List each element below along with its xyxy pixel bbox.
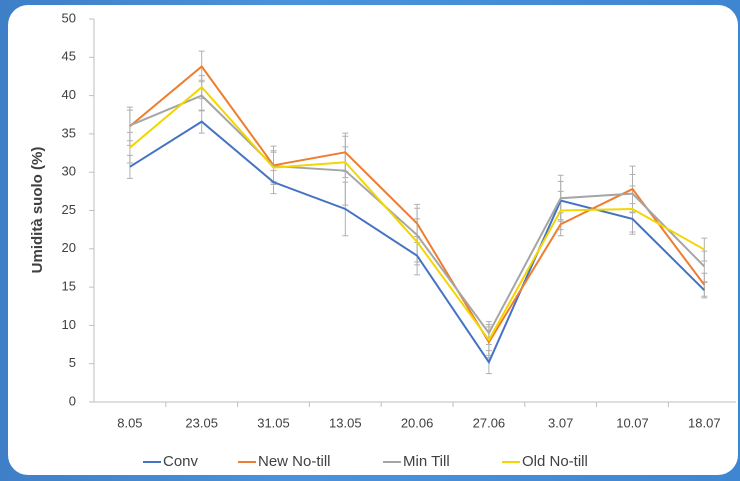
y-tick-label: 50 <box>62 10 76 25</box>
y-tick-label: 0 <box>69 393 76 408</box>
x-tick-label: 27.06 <box>473 415 506 430</box>
chart-panel <box>8 5 738 475</box>
x-tick-label: 8.05 <box>117 415 142 430</box>
x-tick-label: 3.07 <box>548 415 573 430</box>
y-axis-label: Umidità suolo (%) <box>29 147 46 274</box>
x-tick-label: 18.07 <box>688 415 721 430</box>
legend-label: Old No-till <box>522 453 588 470</box>
legend-label: Conv <box>163 453 199 470</box>
y-tick-label: 15 <box>62 279 76 294</box>
error-bar <box>701 237 708 262</box>
series-line <box>129 94 706 335</box>
y-tick-label: 30 <box>62 164 76 179</box>
x-tick-label: 13.05 <box>329 415 362 430</box>
legend-label: Min Till <box>403 453 450 470</box>
series-line <box>129 65 706 345</box>
y-tick-label: 20 <box>62 240 76 255</box>
x-tick-label: 10.07 <box>616 415 649 430</box>
y-tick-label: 45 <box>62 49 76 64</box>
y-tick-label: 5 <box>69 355 76 370</box>
series-line <box>129 120 706 365</box>
x-tick-label: 20.06 <box>401 415 434 430</box>
series-line <box>129 85 705 342</box>
y-tick-label: 35 <box>62 125 76 140</box>
y-tick-label: 25 <box>62 202 76 217</box>
x-tick-label: 23.05 <box>185 415 218 430</box>
y-tick-label: 40 <box>62 87 76 102</box>
legend-label: New No-till <box>258 453 331 470</box>
x-tick-label: 31.05 <box>257 415 290 430</box>
y-tick-label: 10 <box>62 317 76 332</box>
